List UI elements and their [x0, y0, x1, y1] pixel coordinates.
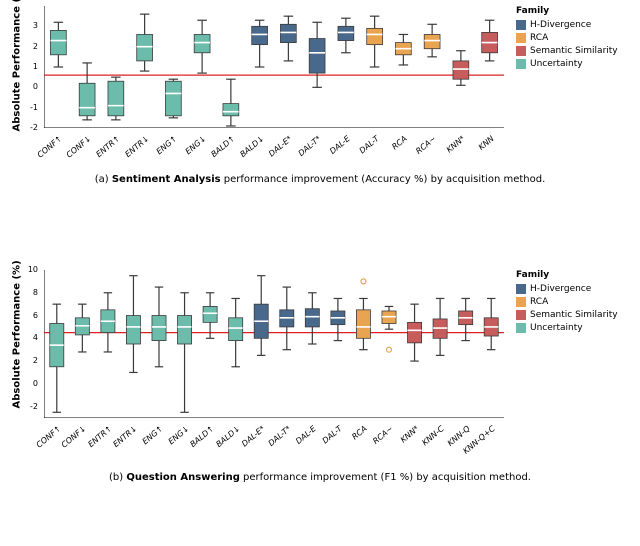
legend-swatch [516, 59, 526, 69]
legend-label: Uncertainty [530, 323, 583, 333]
legend-swatch [516, 310, 526, 320]
y-tick-label: 0 [16, 82, 38, 91]
legend-item: Semantic Similarity [516, 44, 618, 57]
plot-area-a [44, 6, 504, 128]
legend-item: RCA [516, 31, 618, 44]
legend-label: Semantic Similarity [530, 46, 618, 56]
legend-item: Semantic Similarity [516, 308, 618, 321]
legend: Family H-Divergence RCA Semantic Similarit… [516, 270, 618, 334]
y-tick-label: 6 [16, 311, 38, 320]
y-tick-label: 2 [16, 42, 38, 51]
y-tick-label: 0 [16, 379, 38, 388]
y-tick-label: 8 [16, 288, 38, 297]
caption-a-suffix: performance improvement (Accuracy %) by … [221, 174, 546, 185]
legend-swatch [516, 284, 526, 294]
y-tick-label: 4 [16, 333, 38, 342]
caption-b-suffix: performance improvement (F1 %) by acquis… [240, 472, 531, 483]
legend-title: Family [516, 6, 618, 16]
y-tick-label: -2 [16, 402, 38, 411]
legend-item: Uncertainty [516, 321, 618, 334]
y-tick-label: 3 [16, 21, 38, 30]
y-axis-label-b: Absolute Performance (%) [12, 279, 23, 409]
panel-b: Absolute Performance (%) Family H-Diverg… [0, 264, 640, 546]
legend-label: H-Divergence [530, 284, 591, 294]
legend-swatch [516, 297, 526, 307]
y-tick-label: 2 [16, 356, 38, 365]
y-tick-label: -2 [16, 123, 38, 132]
caption-b-prefix: (b) [109, 472, 126, 483]
plot-area-b [44, 270, 504, 418]
figure: Absolute Performance (%) Family H-Diverg… [0, 0, 640, 546]
caption-b: (b) Question Answering performance impro… [0, 472, 640, 483]
legend-swatch [516, 20, 526, 30]
y-tick-label: 1 [16, 62, 38, 71]
legend: Family H-Divergence RCA Semantic Similarit… [516, 6, 618, 70]
legend-item: H-Divergence [516, 18, 618, 31]
caption-a: (a) Sentiment Analysis performance impro… [0, 174, 640, 185]
legend-label: RCA [530, 33, 548, 43]
legend-label: Semantic Similarity [530, 310, 618, 320]
legend-swatch [516, 46, 526, 56]
legend-item: RCA [516, 295, 618, 308]
legend-item: H-Divergence [516, 282, 618, 295]
legend-item: Uncertainty [516, 57, 618, 70]
legend-label: H-Divergence [530, 20, 591, 30]
panel-a: Absolute Performance (%) Family H-Diverg… [0, 0, 640, 264]
y-tick-label: 10 [16, 265, 38, 274]
y-tick-label: -1 [16, 103, 38, 112]
caption-b-bold: Question Answering [126, 472, 240, 483]
legend-title: Family [516, 270, 618, 280]
legend-label: RCA [530, 297, 548, 307]
legend-swatch [516, 323, 526, 333]
legend-swatch [516, 33, 526, 43]
x-tick-label: CONF↑ [12, 134, 64, 179]
legend-label: Uncertainty [530, 59, 583, 69]
